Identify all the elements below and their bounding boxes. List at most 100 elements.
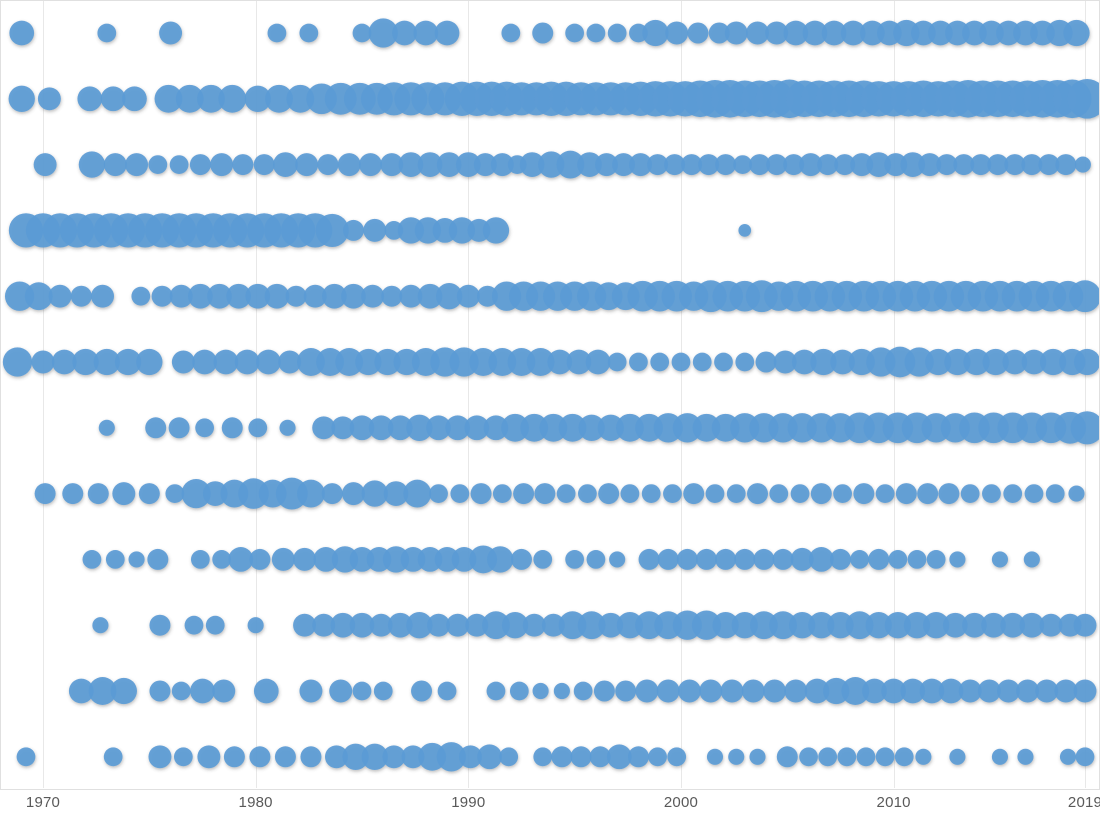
bubble[interactable] [168, 417, 190, 439]
bubble[interactable] [112, 482, 136, 506]
bubble[interactable] [715, 154, 737, 176]
bubble[interactable] [547, 349, 573, 375]
bubble[interactable] [82, 550, 102, 569]
bubble[interactable] [747, 483, 769, 505]
bubble[interactable] [677, 679, 701, 703]
bubble[interactable] [1004, 154, 1026, 176]
bubble[interactable] [1054, 679, 1078, 703]
bubble[interactable] [1021, 154, 1043, 176]
bubble[interactable] [586, 550, 606, 569]
bubble[interactable] [648, 747, 667, 767]
bubble[interactable] [903, 612, 931, 639]
bubble[interactable] [799, 153, 823, 177]
bubble[interactable] [181, 478, 211, 509]
bubble[interactable] [398, 152, 424, 177]
bubble[interactable] [834, 154, 856, 176]
bubble[interactable] [692, 413, 721, 442]
bubble[interactable] [368, 415, 394, 441]
bubble[interactable] [1024, 484, 1044, 503]
bubble[interactable] [1073, 348, 1100, 376]
bubble[interactable] [131, 286, 151, 306]
bubble[interactable] [712, 612, 739, 639]
bubble[interactable] [165, 484, 185, 503]
bubble[interactable] [234, 349, 260, 375]
bubble[interactable] [539, 413, 568, 442]
bubble[interactable] [87, 483, 109, 505]
bubble[interactable] [926, 550, 946, 569]
bubble[interactable] [295, 153, 319, 177]
bubble[interactable] [949, 748, 966, 765]
bubble[interactable] [456, 284, 480, 308]
bubble[interactable] [663, 484, 682, 503]
bubble[interactable] [520, 413, 549, 442]
bubble[interactable] [595, 153, 619, 177]
bubble[interactable] [907, 550, 927, 569]
bubble[interactable] [450, 484, 470, 503]
bubble[interactable] [342, 743, 369, 770]
bubble[interactable] [593, 680, 615, 702]
bubble[interactable] [352, 23, 372, 43]
bubble[interactable] [585, 349, 611, 375]
bubble[interactable] [507, 348, 536, 376]
bubble[interactable] [159, 21, 183, 45]
bubble[interactable] [147, 548, 169, 570]
bubble[interactable] [698, 154, 720, 176]
bubble[interactable] [683, 483, 705, 505]
bubble[interactable] [9, 20, 35, 46]
bubble[interactable] [904, 347, 934, 377]
bubble[interactable] [437, 681, 457, 701]
bubble[interactable] [853, 483, 875, 505]
bubble[interactable] [1068, 485, 1085, 502]
bubble[interactable] [641, 484, 661, 503]
bubble[interactable] [212, 679, 236, 703]
bubble[interactable] [264, 283, 290, 309]
bubble[interactable] [868, 548, 890, 570]
bubble[interactable] [586, 23, 606, 43]
bubble[interactable] [299, 23, 319, 43]
bubble[interactable] [299, 679, 323, 703]
bubble[interactable] [917, 483, 939, 505]
bubble[interactable] [720, 679, 744, 703]
bubble[interactable] [72, 348, 99, 376]
bubble[interactable] [573, 681, 593, 701]
bubble-row-6[interactable] [2, 346, 1100, 378]
bubble[interactable] [271, 547, 295, 571]
bubble[interactable] [335, 348, 364, 376]
bubble[interactable] [551, 746, 573, 768]
bubble[interactable] [138, 483, 160, 505]
bubble[interactable] [202, 481, 228, 506]
bubble[interactable] [881, 678, 906, 704]
bubble[interactable] [253, 154, 275, 176]
bubble[interactable] [445, 415, 471, 441]
bubble[interactable] [434, 20, 460, 46]
bubble[interactable] [169, 284, 193, 308]
bubble[interactable] [77, 86, 103, 112]
bubble[interactable] [33, 153, 57, 177]
bubble[interactable] [962, 612, 987, 638]
bubble[interactable] [473, 153, 497, 177]
bubble[interactable] [349, 612, 375, 638]
bubble[interactable] [465, 613, 489, 637]
bubble[interactable] [103, 153, 127, 177]
bubble[interactable] [565, 23, 585, 43]
bubble[interactable] [776, 746, 798, 768]
bubble[interactable] [1035, 679, 1059, 703]
bubble[interactable] [958, 679, 982, 703]
bubble[interactable] [765, 21, 789, 45]
bubble[interactable] [738, 224, 752, 237]
bubble[interactable] [589, 746, 611, 768]
bubble[interactable] [62, 483, 84, 505]
bubble[interactable] [374, 348, 401, 376]
bubble[interactable] [267, 23, 287, 43]
bubble[interactable] [766, 154, 788, 176]
bubble[interactable] [249, 746, 271, 768]
bubble[interactable] [70, 285, 92, 307]
bubble[interactable] [642, 19, 669, 47]
bubble[interactable] [406, 612, 433, 639]
bubble[interactable] [510, 548, 532, 570]
bubble[interactable] [769, 611, 797, 640]
bubble[interactable] [361, 480, 388, 507]
bubble[interactable] [363, 218, 387, 242]
bubble[interactable] [492, 484, 512, 503]
bubble[interactable] [297, 348, 325, 376]
